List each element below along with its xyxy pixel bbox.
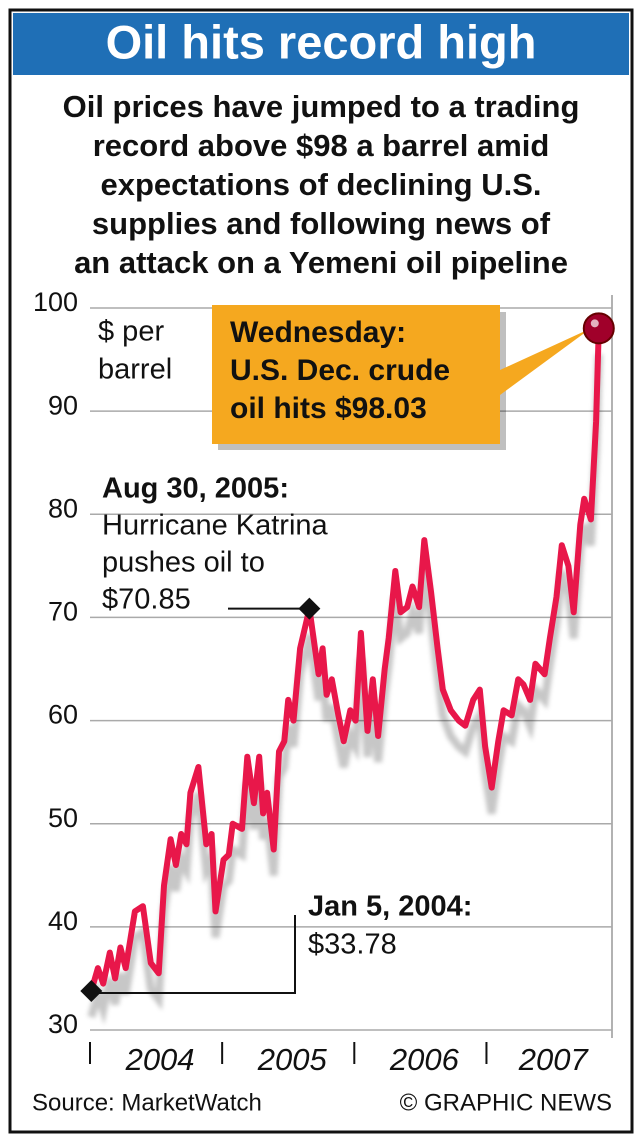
- y-axis-label: barrel: [98, 354, 172, 386]
- subtitle: an attack on a Yemeni oil pipeline: [74, 245, 568, 280]
- frame: [8, 8, 634, 1134]
- y-tick-label: 40: [48, 906, 78, 936]
- annotation: Aug 30, 2005:: [102, 473, 289, 505]
- annotation: U.S. Dec. crude: [230, 354, 450, 387]
- source: Source: MarketWatch: [32, 1089, 262, 1116]
- annotation: Jan 5, 2004:: [308, 891, 472, 923]
- y-tick-label: 100: [33, 287, 78, 317]
- subtitle: supplies and following news of: [92, 206, 551, 241]
- annotation: Hurricane Katrina: [102, 510, 329, 542]
- y-axis-label: $ per: [98, 316, 164, 348]
- marker-highlight: [590, 319, 599, 328]
- annotation: oil hits $98.03: [230, 392, 427, 425]
- end-marker: [582, 312, 615, 345]
- subtitle: expectations of declining U.S.: [101, 167, 542, 202]
- callout-box: [212, 305, 591, 444]
- annotation: $33.78: [308, 929, 397, 961]
- chart-title: Oil hits record high: [106, 15, 537, 68]
- start-marker: [80, 980, 103, 1003]
- y-tick-label: 90: [48, 390, 78, 420]
- line: [88, 328, 602, 992]
- y-tick-label: 30: [48, 1009, 78, 1039]
- pointer: [91, 915, 296, 995]
- x-tick-label: 2006: [389, 1042, 460, 1077]
- x-tick-label: 2007: [518, 1042, 590, 1077]
- annotation: Wednesday:: [230, 316, 406, 349]
- subtitle: record above $98 a barrel amid: [93, 128, 550, 163]
- title-bar: [13, 13, 629, 75]
- x-tick-label: 2004: [125, 1042, 195, 1077]
- x-tick-label: 2005: [257, 1042, 328, 1077]
- y-tick-label: 50: [48, 803, 78, 833]
- line-shadow: [87, 354, 603, 1025]
- y-tick-label: 80: [48, 493, 78, 523]
- y-tick-label: 60: [48, 700, 78, 730]
- y-tick-label: 70: [48, 597, 78, 627]
- credit: © GRAPHIC NEWS: [400, 1089, 612, 1116]
- subtitle: Oil prices have jumped to a trading: [63, 89, 580, 124]
- annotation: $70.85: [102, 584, 191, 616]
- annotation: pushes oil to: [102, 547, 265, 579]
- katrina-marker: [298, 597, 321, 620]
